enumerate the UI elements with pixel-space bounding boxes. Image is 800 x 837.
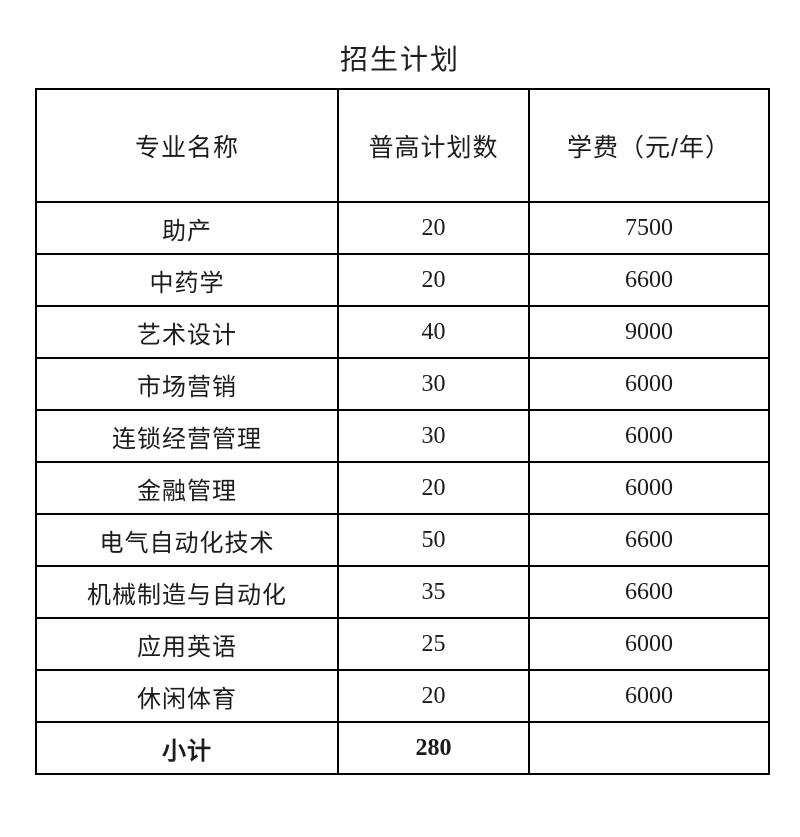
plan-cell: 40 xyxy=(337,305,530,359)
major-cell: 电气自动化技术 xyxy=(35,513,339,567)
plan-cell: 30 xyxy=(337,357,530,411)
plan-cell: 30 xyxy=(337,409,530,463)
tuition-cell: 6000 xyxy=(528,617,770,671)
page-title: 招生计划 xyxy=(339,44,460,75)
table-row: 电气自动化技术 50 6600 xyxy=(35,513,770,567)
table-header-row: 专业名称 普高计划数 学费（元/年） xyxy=(35,88,770,203)
plan-cell: 35 xyxy=(337,565,530,619)
major-cell: 艺术设计 xyxy=(35,305,339,359)
subtotal-label: 小计 xyxy=(35,721,339,775)
plan-cell: 50 xyxy=(337,513,530,567)
table-row: 应用英语 25 6000 xyxy=(35,617,770,671)
table-row: 艺术设计 40 9000 xyxy=(35,305,770,359)
major-cell: 市场营销 xyxy=(35,357,339,411)
major-cell: 机械制造与自动化 xyxy=(35,565,339,619)
table-row: 市场营销 30 6000 xyxy=(35,357,770,411)
major-cell: 助产 xyxy=(35,201,339,255)
tuition-cell: 9000 xyxy=(528,305,770,359)
column-header-tuition: 学费（元/年） xyxy=(528,88,770,203)
subtotal-tuition xyxy=(528,721,770,775)
tuition-cell: 6600 xyxy=(528,253,770,307)
table-row: 机械制造与自动化 35 6600 xyxy=(35,565,770,619)
tuition-cell: 7500 xyxy=(528,201,770,255)
table-row: 中药学 20 6600 xyxy=(35,253,770,307)
tuition-cell: 6000 xyxy=(528,669,770,723)
column-header-major: 专业名称 xyxy=(35,88,339,203)
major-cell: 休闲体育 xyxy=(35,669,339,723)
plan-cell: 20 xyxy=(337,253,530,307)
plan-cell: 20 xyxy=(337,201,530,255)
tuition-cell: 6000 xyxy=(528,357,770,411)
tuition-cell: 6600 xyxy=(528,513,770,567)
major-cell: 中药学 xyxy=(35,253,339,307)
major-cell: 应用英语 xyxy=(35,617,339,671)
plan-cell: 25 xyxy=(337,617,530,671)
table-row: 连锁经营管理 30 6000 xyxy=(35,409,770,463)
table-row: 金融管理 20 6000 xyxy=(35,461,770,515)
tuition-cell: 6000 xyxy=(528,461,770,515)
tuition-cell: 6600 xyxy=(528,565,770,619)
table-row: 休闲体育 20 6000 xyxy=(35,669,770,723)
plan-cell: 20 xyxy=(337,669,530,723)
major-cell: 金融管理 xyxy=(35,461,339,515)
subtotal-plan: 280 xyxy=(337,721,530,775)
column-header-plan: 普高计划数 xyxy=(337,88,530,203)
plan-cell: 20 xyxy=(337,461,530,515)
tuition-cell: 6000 xyxy=(528,409,770,463)
subtotal-row: 小计 280 xyxy=(35,721,770,775)
table-row: 助产 20 7500 xyxy=(35,201,770,255)
major-cell: 连锁经营管理 xyxy=(35,409,339,463)
enrollment-plan-table: 专业名称 普高计划数 学费（元/年） 助产 20 7500 中药学 20 660… xyxy=(35,88,770,775)
